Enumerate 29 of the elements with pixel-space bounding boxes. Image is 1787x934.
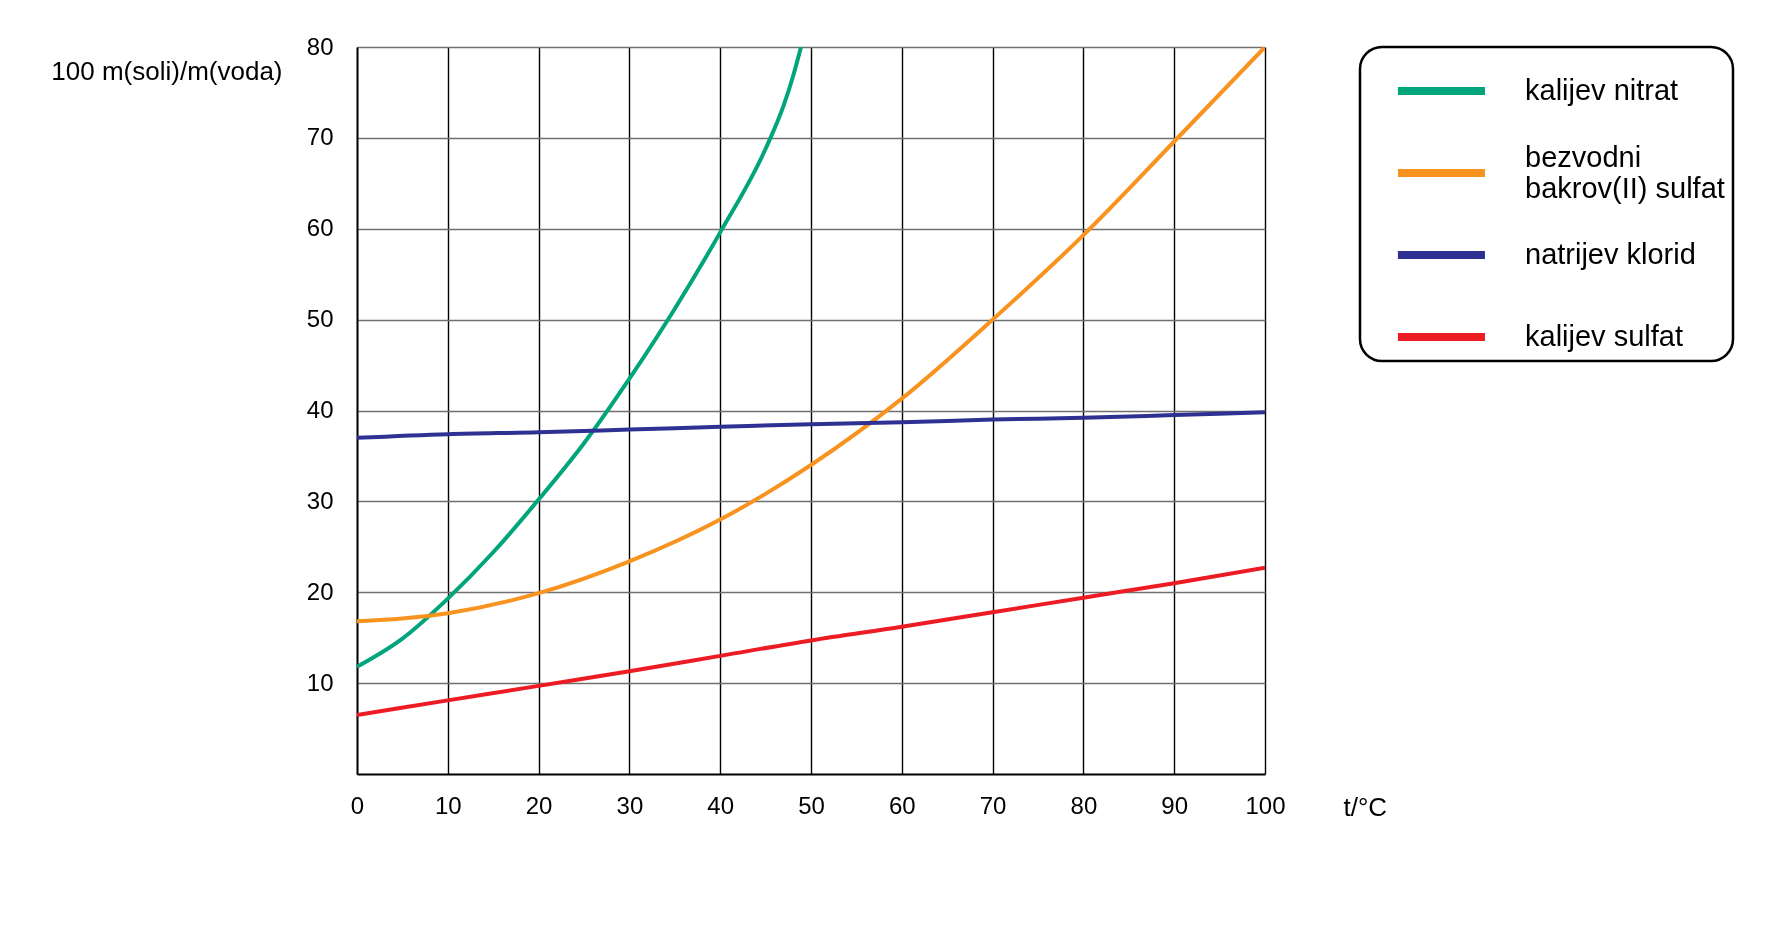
x-tick-label: 20 — [525, 791, 553, 819]
x-tick-label: 30 — [616, 791, 644, 819]
x-tick-label: 40 — [707, 791, 735, 819]
x-tick-label: 50 — [798, 791, 825, 819]
y-axis-title: 100 m(soli)/m(voda) — [51, 55, 283, 86]
line-series — [357, 565, 1265, 717]
legend-label: kalijev sulfat — [1525, 320, 1683, 352]
y-tick-label: 50 — [306, 305, 334, 333]
line-series — [357, 410, 1265, 440]
x-tick-label: 70 — [979, 791, 1007, 819]
legend-label: natrijev klorid — [1525, 238, 1696, 270]
y-tick-label: 30 — [306, 486, 334, 514]
x-axis-title: t/°C — [1343, 791, 1388, 822]
x-tick-label: 10 — [434, 791, 462, 819]
line-series — [357, 47, 1265, 624]
x-tick-label: 0 — [350, 791, 365, 819]
y-tick-label: 10 — [306, 668, 334, 696]
legend-label: bezvodni bakrov(II) sulfat — [1525, 140, 1725, 204]
line-series — [357, 47, 804, 669]
x-tick-label: 60 — [888, 791, 916, 819]
y-tick-label: 70 — [306, 123, 334, 151]
x-tick-label: 80 — [1070, 791, 1098, 819]
y-tick-label: 20 — [306, 577, 334, 605]
x-tick-label: 100 — [1245, 791, 1286, 819]
y-tick-label: 80 — [306, 32, 334, 60]
y-tick-label: 40 — [306, 396, 334, 423]
y-tick-label: 60 — [306, 214, 334, 242]
legend-label: kalijev nitrat — [1525, 74, 1679, 106]
x-tick-label: 90 — [1161, 791, 1189, 819]
